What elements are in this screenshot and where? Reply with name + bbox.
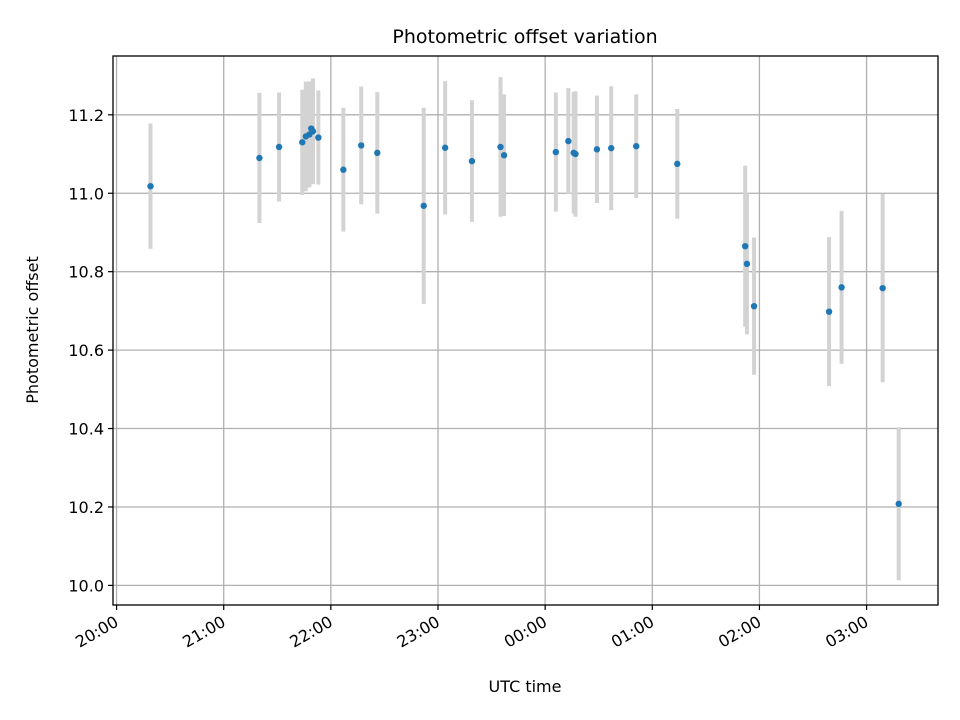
- data-point: [276, 144, 282, 150]
- y-axis-title: Photometric offset: [23, 256, 42, 404]
- y-tick-label: 10.4: [68, 420, 104, 439]
- data-point: [256, 155, 262, 161]
- data-point: [565, 138, 571, 144]
- data-point: [742, 243, 748, 249]
- y-tick-label: 10.8: [68, 263, 104, 282]
- data-point: [838, 284, 844, 290]
- data-point: [310, 128, 316, 134]
- y-tick-label: 10.6: [68, 341, 104, 360]
- data-point: [421, 203, 427, 209]
- data-point: [594, 146, 600, 152]
- data-point: [497, 144, 503, 150]
- data-point: [572, 151, 578, 157]
- y-tick-label: 11.0: [68, 184, 104, 203]
- y-tick-label: 10.2: [68, 498, 104, 517]
- chart-title: Photometric offset variation: [392, 26, 657, 48]
- data-point: [501, 152, 507, 158]
- y-tick-label: 11.2: [68, 106, 104, 125]
- data-point: [826, 308, 832, 314]
- data-point: [374, 150, 380, 156]
- data-point: [553, 149, 559, 155]
- data-point: [358, 142, 364, 148]
- data-point: [340, 167, 346, 173]
- data-point: [879, 285, 885, 291]
- data-point: [633, 143, 639, 149]
- data-point: [315, 134, 321, 140]
- x-axis-title: UTC time: [489, 677, 562, 696]
- data-point: [896, 501, 902, 507]
- data-point: [751, 303, 757, 309]
- chart-background: [0, 0, 960, 720]
- y-tick-label: 10.0: [68, 576, 104, 595]
- data-point: [299, 139, 305, 145]
- data-point: [744, 261, 750, 267]
- data-point: [608, 145, 614, 151]
- chart: 20:00 21:00 22:00 23:00 00:00 01:00 02:00 03:00…: [0, 0, 960, 720]
- data-point: [469, 158, 475, 164]
- data-point: [674, 161, 680, 167]
- data-point: [442, 145, 448, 151]
- data-point: [147, 183, 153, 189]
